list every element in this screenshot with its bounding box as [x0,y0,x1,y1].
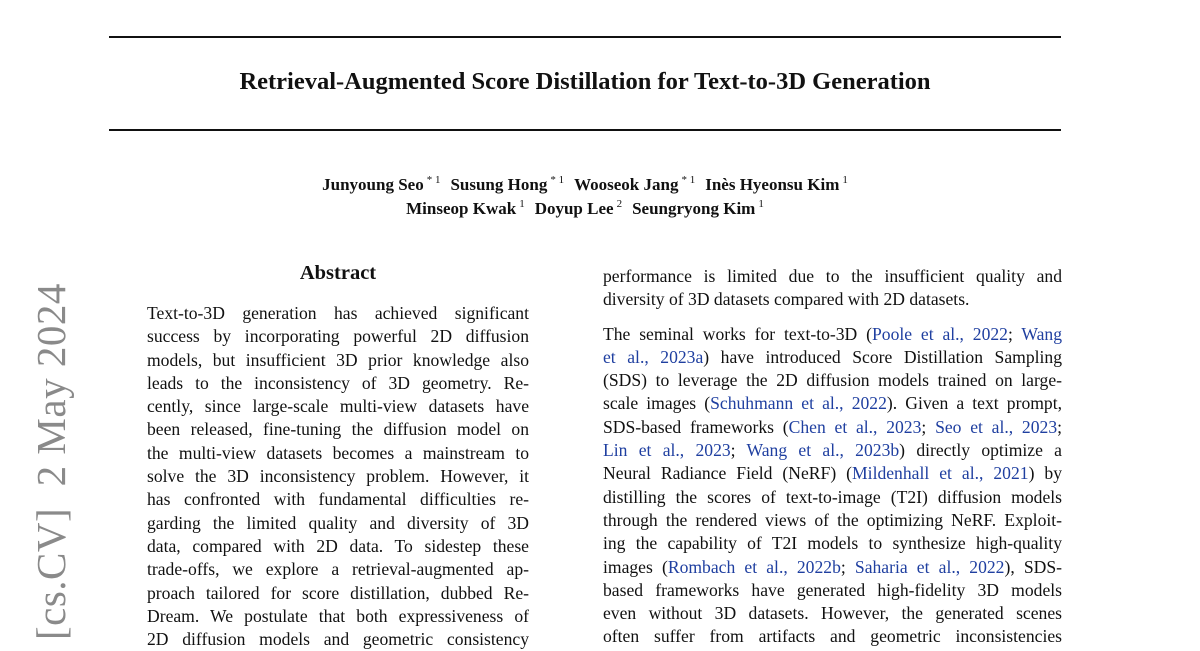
author-affiliation-mark: 1 [842,174,848,186]
text-line: et al., 2023a) have introduced Score Dis… [603,346,1062,369]
text-line: ing the capability of T2I models to synt… [603,532,1062,555]
citation-link[interactable]: Schuhmann et al., 2022 [710,393,887,414]
text-segment: The seminal works for text-to-3D ( [603,323,872,344]
author-affiliation-mark: * 1 [426,174,441,186]
citation-link[interactable]: Wang et al., 2023b [746,440,900,461]
text-line: 2D diffusion models and geometric consis… [147,629,529,650]
text-line: Lin et al., 2023; Wang et al., 2023b) di… [603,439,1062,462]
citation-link[interactable]: Poole et al., 2022 [871,323,1008,344]
text-line: through the rendered views of the optimi… [603,509,1062,532]
author-name: Wooseok Jang [574,175,679,194]
text-segment: scale images ( [603,393,711,414]
text-segment: images ( [603,556,668,577]
text-line: success by incorporating powerful 2D dif… [147,326,529,347]
text-segment: ; [1057,416,1063,437]
paper-title: Retrieval-Augmented Score Distillation f… [239,68,931,95]
author: Wooseok Jang * 1 [574,174,696,194]
citation-link[interactable]: Wang [1021,323,1063,344]
text-segment: distilling the scores of text-to-image (… [603,486,1062,507]
text-segment: often suffer from artifacts and geometri… [603,626,1062,647]
citation-link[interactable]: Mildenhall et al., 2021 [852,463,1029,484]
text-line: data, compared with 2D data. To sidestep… [147,535,529,556]
text-line: scale images (Schuhmann et al., 2022). G… [603,392,1062,415]
text-segment: (SDS) to leverage the 2D diffusion model… [603,370,1062,391]
text-segment: performance is limited due to the insuff… [603,266,1062,286]
citation-link[interactable]: Chen et al., 2023 [788,416,922,437]
text-line: has confronted with fundamental difficul… [147,489,529,510]
text-segment: ) by [1028,463,1062,484]
author-name: Minseop Kwak [406,199,517,218]
author: Seungryong Kim 1 [632,198,764,218]
text-line: distilling the scores of text-to-image (… [603,486,1062,509]
text-line: leads to the inconsistency of 3D geometr… [147,372,529,393]
text-line: Neural Radiance Field (NeRF) (Mildenhall… [603,462,1062,485]
abstract-heading: Abstract [299,262,377,284]
author-name: Susung Hong [450,175,548,194]
text-line: SDS-based frameworks (Chen et al., 2023;… [603,416,1062,439]
title-bottom-rule [109,129,1061,131]
text-segment: even without 3D datasets. However, the g… [603,603,1062,624]
text-segment: based frameworks have generated high-fid… [603,579,1062,600]
text-segment: ), SDS- [1004,556,1062,577]
citation-link[interactable]: et al., 2023a [603,346,704,367]
text-segment: ing the capability of T2I models to synt… [603,533,1062,554]
author-list-row-2: Minseop Kwak 1 Doyup Lee 2 Seungryong Kim 1 [109,198,1061,219]
text-line: been released, fine-tuning the diffusion… [147,419,529,440]
arxiv-identifier-stamp: [cs.CV] 2 May 2024 [28,283,74,640]
author-name: Seungryong Kim [632,199,756,218]
text-segment: ) directly optimize a [899,440,1062,461]
text-segment: ; [921,416,936,437]
text-segment: Neural Radiance Field (NeRF) ( [603,463,853,484]
text-segment: through the rendered views of the optimi… [603,509,1062,530]
text-line: solve the 3D inconsistency problem. Howe… [147,466,529,487]
author-affiliation-mark: 1 [758,198,764,210]
text-line: proach tailored for score distillation, … [147,582,529,603]
author: Minseop Kwak 1 [406,198,525,218]
author-list-row-1: Junyoung Seo * 1 Susung Hong * 1 Wooseok Jan… [109,174,1061,195]
author: Doyup Lee 2 [534,198,623,218]
author-name: Inès Hyeonsu Kim [705,175,840,194]
text-line: The seminal works for text-to-3D (Poole … [603,323,1062,346]
citation-link[interactable]: Rombach et al., 2022b [667,556,841,577]
citation-link[interactable]: Saharia et al., 2022 [854,556,1005,577]
text-line: Text-to-3D generation has achieved signi… [147,303,529,323]
text-line: models, but insufficient 3D prior knowle… [147,349,529,370]
author-name: Junyoung Seo [322,175,424,194]
citation-link[interactable]: Seo et al., 2023 [935,416,1058,437]
text-line: Dream. We postulate that both expressive… [147,605,529,626]
citation-link[interactable]: Lin et al., 2023 [603,440,731,461]
top-rule [109,36,1061,38]
text-segment: ; [840,556,855,577]
text-segment: ) have introduced Score Distillation Sam… [703,346,1062,367]
text-line: trade-offs, we explore a retrieval-augme… [147,559,529,580]
text-line: diversity of 3D datasets compared with 2… [603,288,1062,311]
text-segment: ). Given a text prompt, [886,393,1063,414]
text-line: cently, since large-scale multi-view dat… [147,396,529,417]
introduction-body: performance is limited due to the insuff… [603,265,1062,649]
author-affiliation-mark: * 1 [681,174,696,186]
text-line: often suffer from artifacts and geometri… [603,625,1062,648]
text-line: performance is limited due to the insuff… [603,265,1062,288]
text-line: garding the limited quality and diversit… [147,512,529,533]
abstract-body: Text-to-3D generation has achieved signi… [147,302,529,651]
author-affiliation-mark: 1 [519,198,525,210]
text-segment: ; [730,440,747,461]
text-line: images (Rombach et al., 2022b; Saharia e… [603,556,1062,579]
text-segment: SDS-based frameworks ( [603,416,789,437]
author: Junyoung Seo * 1 [322,174,441,194]
text-line: (SDS) to leverage the 2D diffusion model… [603,369,1062,392]
text-line: even without 3D datasets. However, the g… [603,602,1062,625]
author: Inès Hyeonsu Kim 1 [705,174,848,194]
author-affiliation-mark: * 1 [550,174,565,186]
author-affiliation-mark: 2 [616,198,623,210]
text-segment: ; [1007,323,1022,344]
author-name: Doyup Lee [534,199,614,218]
author: Susung Hong * 1 [450,174,565,194]
text-segment: diversity of 3D datasets compared with 2… [603,289,970,310]
text-line: based frameworks have generated high-fid… [603,579,1062,602]
text-line: the multi-view datasets becomes a mainst… [147,442,529,463]
